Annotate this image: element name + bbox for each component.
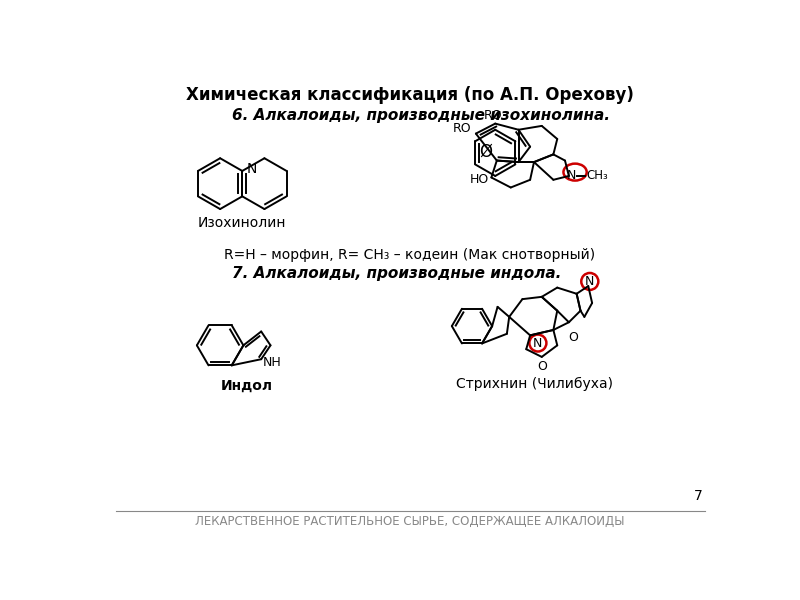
Text: R=H – морфин, R= CH₃ – кодеин (Мак снотворный): R=H – морфин, R= CH₃ – кодеин (Мак снотв…	[225, 248, 595, 262]
Text: Химическая классификация (по А.П. Орехову): Химическая классификация (по А.П. Орехов…	[186, 86, 634, 104]
Text: HO: HO	[470, 173, 489, 186]
Text: N: N	[585, 275, 594, 288]
Text: O: O	[537, 359, 546, 373]
Text: NH: NH	[262, 356, 282, 369]
Text: Изохинолин: Изохинолин	[198, 216, 286, 230]
Text: N: N	[247, 163, 258, 176]
Text: Ø: Ø	[479, 142, 493, 160]
Text: O: O	[568, 331, 578, 344]
Text: ЛЕКАРСТВЕННОЕ РАСТИТЕЛЬНОЕ СЫРЬЕ, СОДЕРЖАЩЕЕ АЛКАЛОИДЫ: ЛЕКАРСТВЕННОЕ РАСТИТЕЛЬНОЕ СЫРЬЕ, СОДЕРЖ…	[195, 515, 625, 528]
Text: N: N	[533, 337, 542, 350]
Text: 7. Алкалоиды, производные индола.: 7. Алкалоиды, производные индола.	[232, 266, 561, 281]
Text: Стрихнин (Чилибуха): Стрихнин (Чилибуха)	[455, 377, 613, 391]
Text: RO: RO	[453, 122, 471, 135]
Text: Индол: Индол	[222, 379, 274, 392]
Text: RO: RO	[484, 109, 502, 122]
Text: CH₃: CH₃	[586, 169, 609, 182]
Text: N: N	[566, 169, 576, 182]
Text: 7: 7	[694, 488, 703, 503]
Text: 6. Алкалоиды, производные изохинолина.: 6. Алкалоиды, производные изохинолина.	[232, 109, 610, 124]
